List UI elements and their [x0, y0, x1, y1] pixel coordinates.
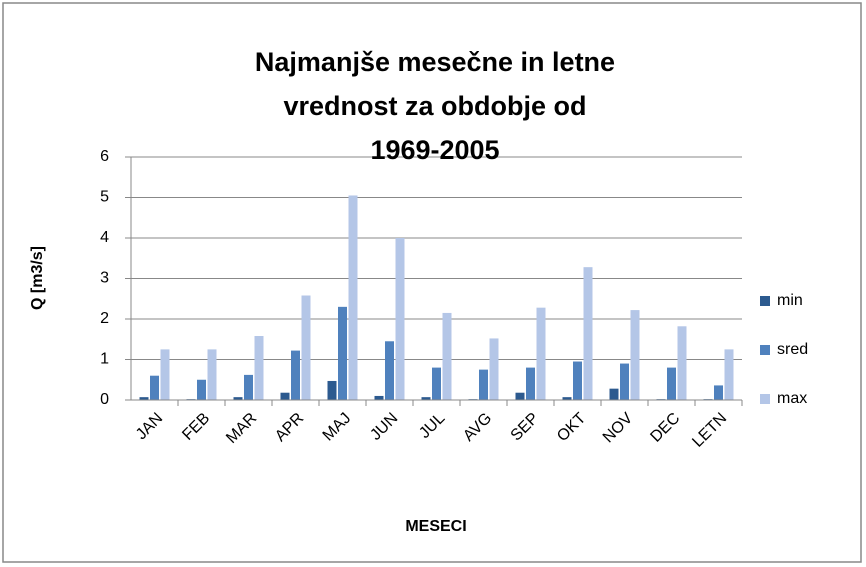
bar	[714, 385, 723, 400]
y-tick-label: 1	[100, 351, 109, 368]
bar	[667, 367, 676, 400]
y-tick-label: 6	[100, 148, 109, 165]
bar	[432, 367, 441, 400]
bar	[583, 267, 593, 400]
bar	[620, 363, 629, 400]
bar	[301, 295, 311, 400]
bar	[515, 392, 525, 400]
bar	[139, 397, 149, 400]
bar	[160, 349, 170, 400]
legend-swatch	[760, 394, 770, 404]
bar	[536, 307, 546, 400]
bar	[244, 374, 253, 400]
bar	[609, 388, 619, 400]
legend-label: sred	[777, 341, 808, 358]
bar	[348, 195, 358, 400]
bar	[280, 392, 290, 400]
x-axis-title: MESECI	[405, 518, 466, 535]
bar	[233, 397, 243, 400]
bar	[150, 375, 159, 400]
bar	[724, 349, 734, 400]
bar	[395, 238, 405, 400]
legend-label: max	[777, 390, 807, 407]
bar	[442, 312, 452, 400]
bar	[254, 336, 264, 400]
bar	[385, 341, 394, 400]
bar	[207, 349, 217, 400]
legend-swatch	[760, 296, 770, 306]
bar	[489, 338, 499, 400]
bar	[677, 326, 687, 400]
y-tick-label: 0	[100, 391, 109, 408]
y-axis-title: Q [m3/s]	[29, 246, 46, 310]
bar	[197, 379, 206, 400]
bar	[338, 306, 347, 400]
y-tick-label: 5	[100, 189, 109, 206]
chart-title: Najmanjše mesečne in letne vrednost za o…	[254, 47, 616, 165]
bar	[327, 380, 337, 400]
y-tick-label: 4	[100, 229, 109, 246]
legend-label: min	[777, 292, 803, 309]
bar	[291, 350, 300, 400]
y-tick-label: 3	[100, 270, 109, 287]
bar	[526, 367, 535, 400]
bar	[421, 397, 431, 400]
legend-swatch	[760, 345, 770, 355]
bar	[562, 397, 572, 400]
bar	[630, 310, 640, 400]
y-tick-label: 2	[100, 310, 109, 327]
bar	[374, 395, 384, 400]
bar	[573, 361, 582, 400]
bar	[479, 369, 488, 400]
